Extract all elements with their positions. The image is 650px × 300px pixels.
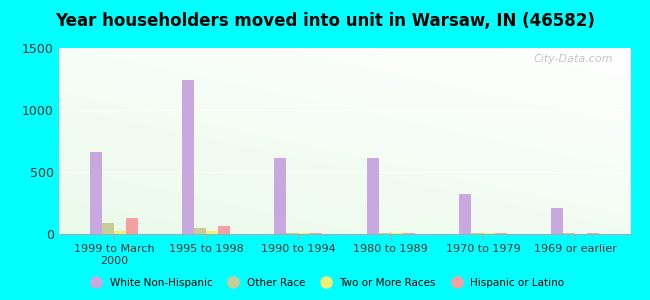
Bar [90, 152, 102, 234]
Bar [126, 218, 138, 234]
Bar [379, 232, 391, 234]
Bar [551, 208, 563, 234]
Bar [194, 228, 206, 234]
Bar [287, 232, 298, 234]
Bar [471, 233, 483, 234]
Text: Year householders moved into unit in Warsaw, IN (46582): Year householders moved into unit in War… [55, 12, 595, 30]
Bar [495, 233, 507, 234]
Bar [391, 233, 402, 234]
Bar [563, 233, 575, 234]
Bar [206, 230, 218, 234]
Bar [182, 80, 194, 234]
Bar [483, 233, 495, 234]
Legend: White Non-Hispanic, Other Race, Two or More Races, Hispanic or Latino: White Non-Hispanic, Other Race, Two or M… [81, 274, 569, 292]
Text: City-Data.com: City-Data.com [534, 54, 614, 64]
Bar [102, 223, 114, 234]
Bar [218, 226, 230, 234]
Bar [274, 158, 287, 234]
Bar [459, 194, 471, 234]
Bar [298, 233, 310, 234]
Bar [114, 231, 126, 234]
Bar [310, 232, 322, 234]
Bar [367, 158, 379, 234]
Bar [402, 232, 415, 234]
Bar [587, 233, 599, 234]
